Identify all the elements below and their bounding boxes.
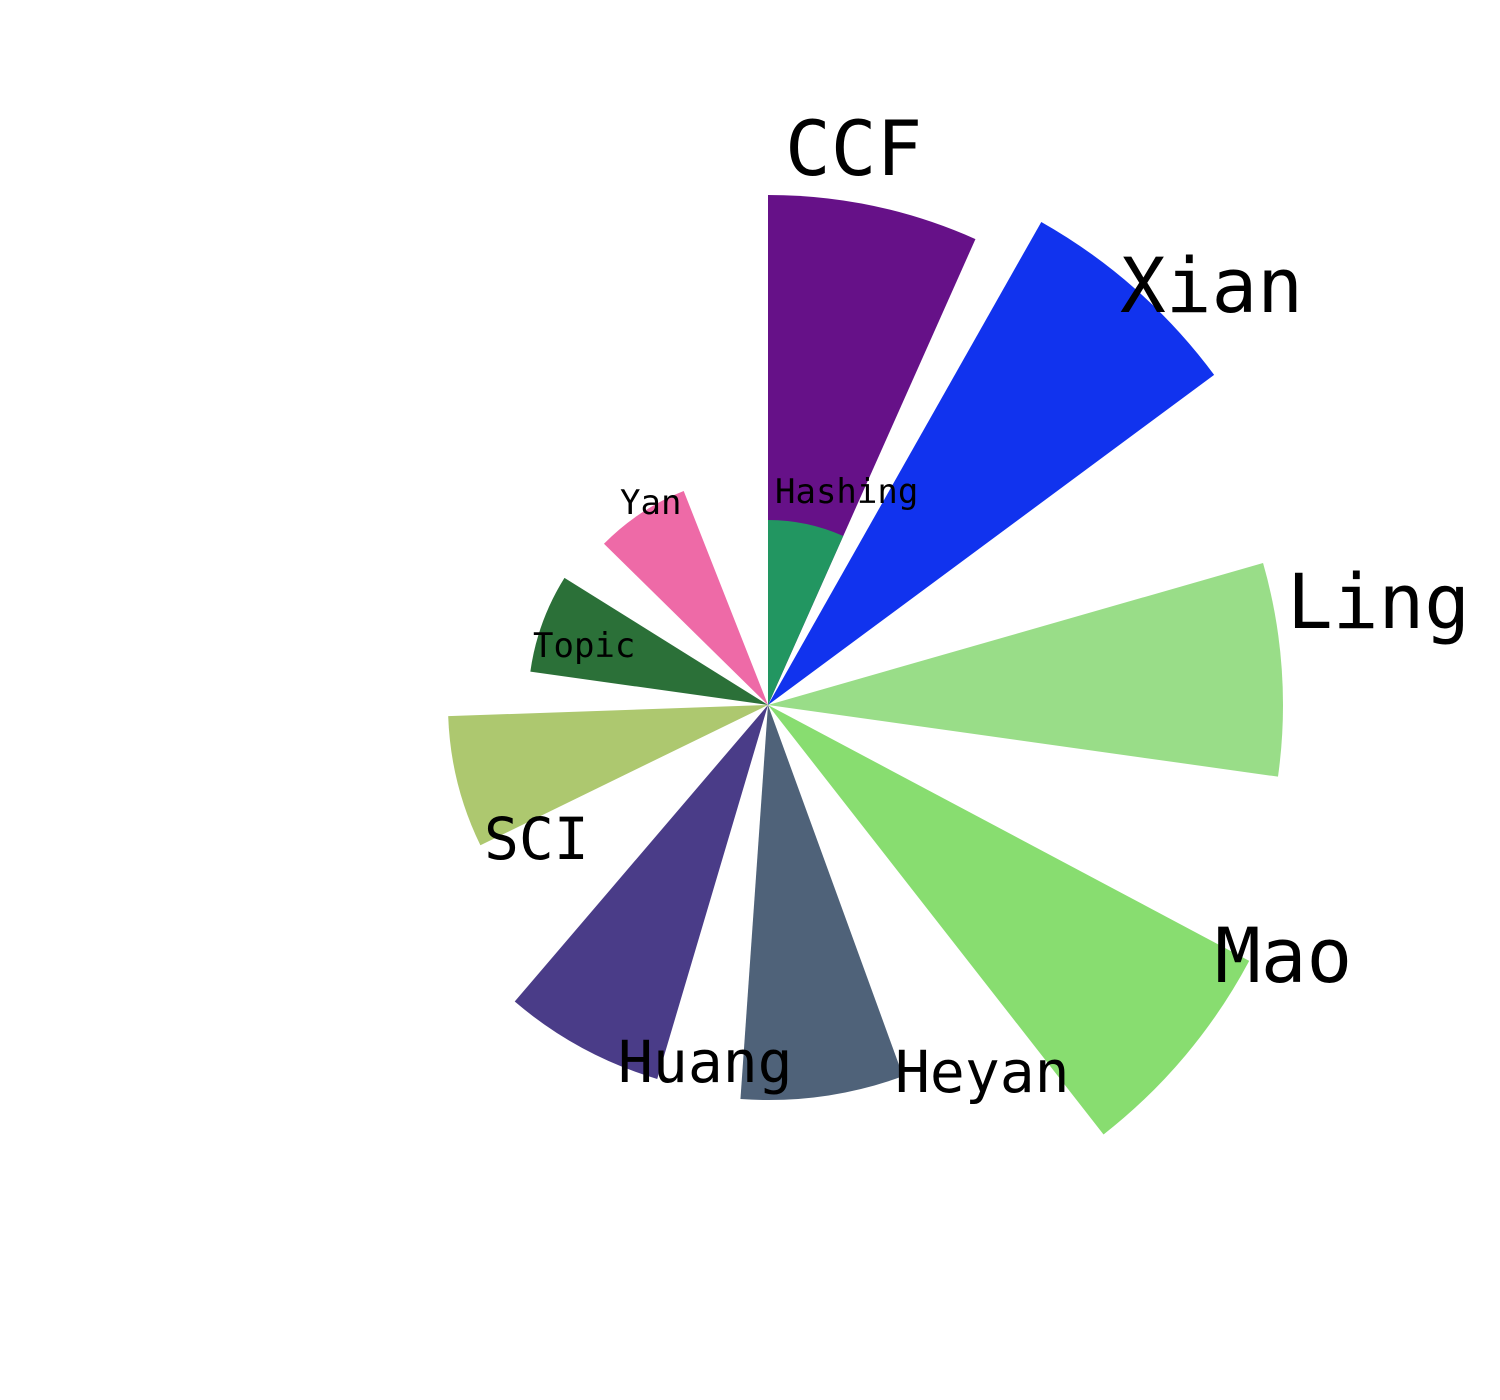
label-xian: Xian bbox=[1120, 241, 1303, 330]
label-hashing: Hashing bbox=[775, 472, 918, 512]
sector-mao bbox=[768, 705, 1250, 1135]
sector-xian bbox=[768, 221, 1215, 705]
label-yan: Yan bbox=[620, 483, 681, 523]
sector-yan bbox=[603, 491, 768, 705]
sector-ling bbox=[768, 563, 1284, 777]
label-topic: Topic bbox=[533, 626, 635, 666]
label-sci: SCI bbox=[484, 805, 589, 873]
sector-hashing bbox=[768, 519, 844, 705]
label-ling: Ling bbox=[1287, 557, 1470, 646]
sector-sci bbox=[448, 705, 768, 846]
label-ccf: CCF bbox=[785, 104, 922, 193]
label-heyan: Heyan bbox=[895, 1038, 1070, 1106]
label-group: CCF Xian Ling Mao Heyan Huang SCI Topic Yan Hashi… bbox=[484, 104, 1470, 1106]
sector-topic bbox=[530, 577, 768, 705]
label-mao: Mao bbox=[1215, 911, 1352, 1000]
sector-group bbox=[448, 195, 1284, 1135]
label-huang: Huang bbox=[618, 1028, 793, 1096]
sector-heyan bbox=[740, 705, 904, 1101]
sector-huang bbox=[514, 705, 768, 1079]
